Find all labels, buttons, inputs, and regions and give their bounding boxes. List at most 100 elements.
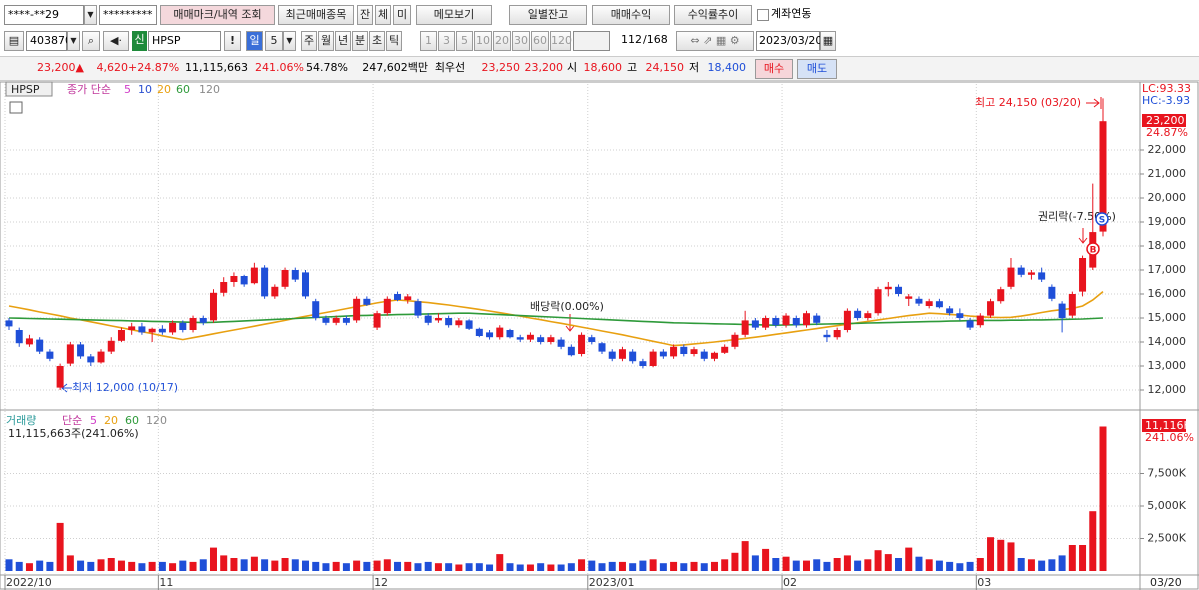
candle-body xyxy=(588,337,596,343)
name-input[interactable]: HPSP xyxy=(148,31,221,51)
buy-button[interactable]: 매수 xyxy=(755,59,793,79)
volume-bar xyxy=(169,563,177,571)
dropdown[interactable]: ▼ xyxy=(84,5,97,25)
candle-body xyxy=(946,308,954,314)
candle-body xyxy=(15,330,23,344)
last-volume: 11,116K xyxy=(1145,419,1191,432)
candle-body xyxy=(138,326,146,333)
period-button[interactable]: 분 xyxy=(352,31,368,51)
volume-bar xyxy=(516,564,524,571)
volume-bar xyxy=(250,556,258,571)
button[interactable]: 일별잔고 xyxy=(509,5,587,25)
volume-bar xyxy=(414,563,422,571)
interval-button[interactable]: 10 xyxy=(474,31,492,51)
candle-body xyxy=(578,334,586,355)
volume-bar xyxy=(946,561,954,571)
dropdown[interactable]: ▼ xyxy=(67,31,80,51)
table-icon[interactable] xyxy=(9,101,23,114)
password-input[interactable]: ********* xyxy=(99,5,157,25)
y-tick-label: 18,000 xyxy=(1148,239,1187,252)
candle-body xyxy=(1027,272,1035,275)
volume-bar xyxy=(966,561,974,571)
button[interactable]: 매매수익 xyxy=(592,5,670,25)
legend-name: HPSP xyxy=(11,83,40,96)
volume-bar xyxy=(220,555,228,571)
interval-button[interactable]: 60 xyxy=(531,31,549,51)
candle-body xyxy=(915,298,923,304)
candle-body xyxy=(976,315,984,326)
period-button[interactable]: 초 xyxy=(369,31,385,51)
volume-bar xyxy=(557,564,565,571)
market-badge: 신 xyxy=(132,31,147,51)
dropdown[interactable]: ▼ xyxy=(283,31,296,51)
alert-button[interactable]: ! xyxy=(224,31,241,51)
volume-bar xyxy=(526,564,534,571)
candle-body xyxy=(66,344,74,364)
legend-item: 120 xyxy=(199,83,220,96)
interval-button[interactable]: 3 xyxy=(438,31,455,51)
volume-bar xyxy=(404,561,412,571)
period-button[interactable]: 틱 xyxy=(386,31,402,51)
x-tick-label: 11 xyxy=(159,576,173,589)
lc-label: LC:93.33 xyxy=(1142,82,1191,95)
checkbox[interactable] xyxy=(757,9,769,21)
interval-button[interactable]: 30 xyxy=(512,31,530,51)
button[interactable]: 메모보기 xyxy=(416,5,492,25)
ma-line xyxy=(8,290,1104,347)
sell-button[interactable]: 매도 xyxy=(797,59,837,79)
volume-pct: 241.06% xyxy=(255,61,304,74)
volume-bar xyxy=(209,547,217,571)
tool-icons[interactable]: ⇔ ⇗ ▦ ⚙ xyxy=(676,31,754,51)
period-button[interactable]: 일 xyxy=(246,31,263,51)
annotation: 최저 12,000 (10/17) xyxy=(72,381,178,394)
button[interactable]: 잔 xyxy=(357,5,373,25)
candle-body xyxy=(465,320,473,329)
account-input[interactable]: ****-**29 xyxy=(4,5,84,25)
candle-body xyxy=(36,339,44,352)
y-tick-label: 12,000 xyxy=(1148,383,1187,396)
interval-button[interactable]: 1 xyxy=(420,31,437,51)
volume-subtitle: 11,115,663주(241.06%) xyxy=(8,427,139,440)
volume-bar xyxy=(1068,545,1076,571)
candle-body xyxy=(629,351,637,362)
period-input[interactable]: 5 xyxy=(265,31,283,51)
calendar-button[interactable]: ▦ xyxy=(820,31,836,51)
code-input[interactable]: 403870 xyxy=(26,31,72,51)
search-button[interactable]: ⌕ xyxy=(82,31,100,51)
annotation: 최고 24,150 (03/20) xyxy=(975,96,1081,109)
trade-marker xyxy=(1095,212,1109,226)
sound-button[interactable]: ◀· xyxy=(103,31,129,51)
button[interactable]: 체 xyxy=(375,5,391,25)
period-button[interactable]: 주 xyxy=(301,31,317,51)
period-button[interactable]: 월 xyxy=(318,31,334,51)
candle-body xyxy=(1079,258,1087,292)
candle-body xyxy=(353,298,361,321)
total: /168 xyxy=(643,33,668,46)
low-label: 저 xyxy=(688,61,700,74)
date-input[interactable]: 2023/03/20 xyxy=(756,31,822,51)
quote-bar xyxy=(0,56,1199,81)
button[interactable]: 미 xyxy=(393,5,411,25)
button[interactable]: 수익률추이 xyxy=(674,5,752,25)
volume-bar xyxy=(1089,511,1097,571)
annotation: 배당락(0.00%) xyxy=(530,300,604,313)
period-button[interactable]: 년 xyxy=(335,31,351,51)
button[interactable]: 최근매매종목 xyxy=(278,5,354,25)
button[interactable]: 매매마크/내역 조회 xyxy=(160,5,275,25)
interval-button[interactable]: 5 xyxy=(456,31,473,51)
volume-bar xyxy=(649,559,657,571)
candle-body xyxy=(169,322,177,333)
interval-button[interactable]: 120 xyxy=(550,31,572,51)
candle-body xyxy=(312,301,320,319)
volume-bar xyxy=(1038,560,1046,571)
checkbox-label: 계좌연동 xyxy=(771,7,812,20)
interval-button[interactable]: 20 xyxy=(493,31,511,51)
icon-button[interactable]: ▤ xyxy=(4,31,24,51)
legend-item: 120 xyxy=(146,414,167,427)
candle-body xyxy=(833,330,841,338)
annotation-arrow xyxy=(1086,97,1102,109)
volume-bar xyxy=(373,560,381,571)
annotation-arrow xyxy=(1078,228,1088,244)
volume-bar xyxy=(700,563,708,571)
combo[interactable] xyxy=(573,31,610,51)
